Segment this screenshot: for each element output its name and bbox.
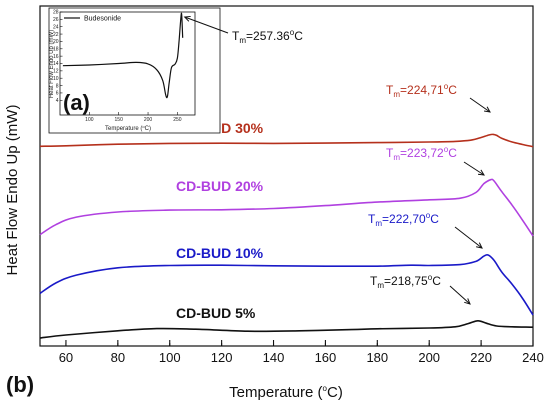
inset-curves [62, 12, 184, 99]
inset-x-axis-title: Temperature (oC) [105, 124, 151, 132]
x-tick-label: 100 [159, 350, 181, 365]
series-label-cd-bud-10: CD-BUD 10% [176, 245, 264, 261]
panel-label-a: (a) [63, 90, 90, 115]
x-tick-label: 120 [211, 350, 233, 365]
inset-x-tick-label: 250 [173, 117, 182, 123]
main-tm-annotations: Tm=224,71oC Tm=223,72oC Tm=222,70oC Tm=218,… [368, 82, 491, 305]
inset-curve-budesonide [62, 12, 184, 99]
tm-label-cd-bud-10: Tm=222,70oC [368, 211, 439, 228]
tm-arrow-cd-bud-30 [469, 97, 491, 113]
inset-y-tick-label: 22 [53, 32, 59, 38]
inset-tm-label: Tm=257.36oC [232, 28, 303, 45]
curve-cd-bud-5 [39, 320, 534, 339]
tm-label-cd-bud-30: Tm=224,71oC [386, 82, 457, 99]
tm-arrow-cd-bud-5 [449, 285, 471, 305]
x-tick-label: 180 [366, 350, 388, 365]
inset-y-tick-label: 16 [53, 54, 59, 60]
x-tick-label: 80 [111, 350, 125, 365]
tm-arrow-cd-bud-10 [454, 226, 483, 249]
inset-y-tick-label: 20 [53, 39, 59, 45]
curve-cd-bud-30 [39, 133, 534, 148]
inset-y-tick-label: 24 [53, 24, 59, 30]
inset-y-tick-label: 12 [53, 69, 59, 75]
tm-label-cd-bud-5: Tm=218,75oC [370, 273, 441, 290]
inset-background [48, 7, 221, 134]
inset-y-axis-title: Heat Flow Endo Up (mW) [49, 30, 55, 98]
inset-y-tick-label: 6 [56, 91, 59, 97]
tm-label-cd-bud-20: Tm=223,72oC [386, 145, 457, 162]
tm-arrow-head [464, 298, 471, 305]
series-label-cd-bud-5: CD-BUD 5% [176, 305, 256, 321]
inset-legend-label: Budesonide [84, 16, 121, 23]
x-tick-label: 220 [470, 350, 492, 365]
tm-arrow-head [483, 106, 491, 113]
inset-x-tick-label: 100 [85, 117, 94, 123]
curve-cd-bud-20 [39, 178, 534, 237]
inset-y-tick-label: 8 [56, 83, 59, 89]
inset-x-ticks: 100 150 200 250 [85, 112, 182, 123]
main-plot-frame [39, 5, 534, 347]
main-x-ticks: 60 80 100 120 140 160 180 200 220 240 [59, 340, 544, 365]
inset-tm-arrow [184, 16, 229, 34]
tm-arrow-head [477, 169, 485, 176]
inset-y-tick-label: 10 [53, 76, 59, 82]
y-axis-title: Heat Flow Endo Up (mW) [4, 105, 21, 276]
inset-y-tick-label: 18 [53, 46, 59, 52]
main-curves [39, 133, 534, 339]
x-tick-label: 240 [522, 350, 544, 365]
inset-x-tick-label: 200 [144, 117, 153, 123]
x-tick-label: 140 [263, 350, 285, 365]
series-label-cd-bud-20: CD-BUD 20% [176, 178, 264, 194]
panel-label-b: (b) [6, 372, 34, 397]
x-tick-label: 160 [315, 350, 337, 365]
inset-tm-annotation: Tm=257.36oC [183, 15, 303, 45]
inset-tm-arrow-head [183, 15, 191, 22]
curve-cd-bud-10 [39, 253, 534, 316]
x-tick-label: 200 [418, 350, 440, 365]
inset-y-tick-label: 28 [53, 10, 59, 16]
x-axis-title: Temperature (oC) [229, 384, 343, 401]
inset-x-tick-label: 150 [115, 117, 124, 123]
tm-arrow-cd-bud-20 [463, 161, 485, 176]
tm-arrow-head [476, 242, 483, 249]
inset-y-tick-label: 26 [53, 17, 59, 23]
x-tick-label: 60 [59, 350, 73, 365]
inset-y-tick-label: 4 [56, 98, 59, 104]
inset-y-tick-label: 14 [53, 61, 59, 67]
